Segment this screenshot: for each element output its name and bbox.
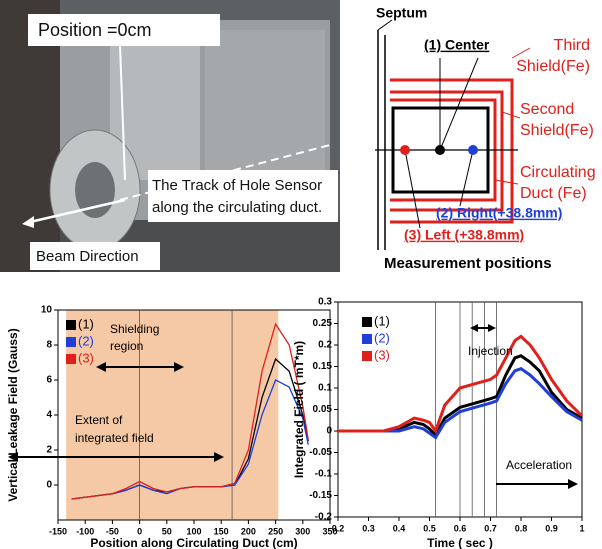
x-axis-label: Time ( sec )	[427, 536, 493, 549]
legend-label: (2)	[374, 330, 390, 345]
y-tick-label: -0.05	[309, 447, 332, 458]
y-axis-label: Integrated Field ( mT*m)	[292, 341, 306, 478]
legend-swatch	[66, 354, 76, 364]
y-tick-label: 0.15	[313, 361, 333, 372]
legend-swatch	[66, 320, 76, 330]
x-tick-label: -100	[76, 526, 94, 536]
y-tick-label: 4	[46, 410, 52, 421]
legend-label: (1)	[78, 316, 94, 331]
legend-label: (3)	[78, 350, 94, 365]
x-tick-label: 0.7	[484, 523, 497, 533]
leader	[378, 20, 392, 30]
page: {"photo": {"position_label": "Position =…	[0, 0, 602, 549]
diagram-label: Shield(Fe)	[516, 58, 590, 75]
x-tick-label: 0.3	[362, 523, 375, 533]
diagram-label: (3) Left (+38.8mm)	[404, 227, 524, 243]
diagram-label: Circulating	[520, 164, 596, 181]
y-tick-label: -0.2	[315, 512, 333, 523]
x-tick-label: 300	[295, 526, 310, 536]
y-axis-label: Vertical Leakage Field (Gauss)	[6, 328, 20, 501]
photo-label: along the circulating duct.	[152, 199, 322, 216]
annotation: Extent of	[75, 413, 123, 427]
point-left	[400, 145, 410, 155]
photo: Position =0cm The Track of Hole Sensor a…	[0, 0, 340, 272]
y-tick-label: 2	[46, 445, 52, 456]
x-tick-label: 0	[137, 526, 142, 536]
y-tick-label: 0	[326, 426, 332, 437]
legend-swatch	[66, 337, 76, 347]
x-tick-label: 0.5	[423, 523, 436, 533]
annotation: integrated field	[75, 431, 154, 445]
y-tick-label: 0.1	[318, 383, 332, 394]
photo-label: The Track of Hole Sensor	[152, 177, 322, 194]
photo-label: Position =0cm	[38, 20, 152, 40]
arrowhead	[488, 324, 496, 332]
annotation: region	[110, 339, 143, 353]
diagram-caption: Measurement positions	[384, 255, 552, 272]
legend-swatch	[362, 317, 372, 327]
diagram-label: Second	[520, 101, 574, 118]
arrowhead	[470, 324, 478, 332]
diagram-label: Third	[554, 37, 590, 54]
y-tick-label: 0.3	[318, 297, 332, 308]
diagram-label: (2) Right(+38.8mm)	[436, 205, 562, 221]
y-tick-label: 0	[46, 480, 52, 491]
figure: Position =0cm The Track of Hole Sensor a…	[0, 0, 602, 549]
x-tick-label: -150	[49, 526, 67, 536]
x-axis-label: Position along Circulating Duct (cm)	[90, 536, 297, 549]
x-tick-label: -50	[106, 526, 119, 536]
y-tick-label: 10	[41, 305, 53, 316]
x-tick-label: 50	[162, 526, 172, 536]
x-tick-label: 0.4	[393, 523, 406, 533]
x-tick-label: 200	[241, 526, 256, 536]
legend-swatch	[362, 334, 372, 344]
y-tick-label: 0.2	[318, 340, 332, 351]
diagram: Septum (1) Center Third Shield(Fe) Secon…	[375, 5, 596, 272]
x-tick-label: 250	[268, 526, 283, 536]
legend-label: (2)	[78, 333, 94, 348]
leader	[512, 48, 530, 58]
legend-label: (1)	[374, 313, 390, 328]
photo-label: Beam Direction	[36, 248, 139, 265]
diagram-label: Shield(Fe)	[520, 122, 594, 139]
point-center	[435, 145, 445, 155]
x-tick-label: 0.2	[332, 523, 345, 533]
x-tick-label: 1	[579, 523, 584, 533]
y-tick-label: 8	[46, 340, 52, 351]
arrowhead	[568, 479, 578, 489]
y-tick-label: 0.05	[313, 404, 333, 415]
diagram-label: (1) Center	[424, 37, 490, 53]
legend-label: (3)	[374, 347, 390, 362]
annotation: Shielding	[110, 322, 159, 336]
leader	[495, 180, 518, 184]
y-tick-label: -0.1	[315, 469, 333, 480]
x-tick-label: 150	[214, 526, 229, 536]
diagram-label: Septum	[376, 5, 427, 21]
x-tick-label: 100	[186, 526, 201, 536]
annotation: Injection	[468, 344, 513, 358]
x-tick-label: 0.8	[515, 523, 528, 533]
y-tick-label: 6	[46, 375, 52, 386]
y-tick-label: 0.25	[313, 318, 333, 329]
x-tick-label: 0.6	[454, 523, 467, 533]
legend-swatch	[362, 351, 372, 361]
y-tick-label: -0.15	[309, 490, 332, 501]
annotation: Acceleration	[506, 458, 572, 472]
x-tick-label: 0.9	[545, 523, 558, 533]
diagram-label: Duct (Fe)	[520, 185, 587, 202]
point-right	[468, 145, 478, 155]
